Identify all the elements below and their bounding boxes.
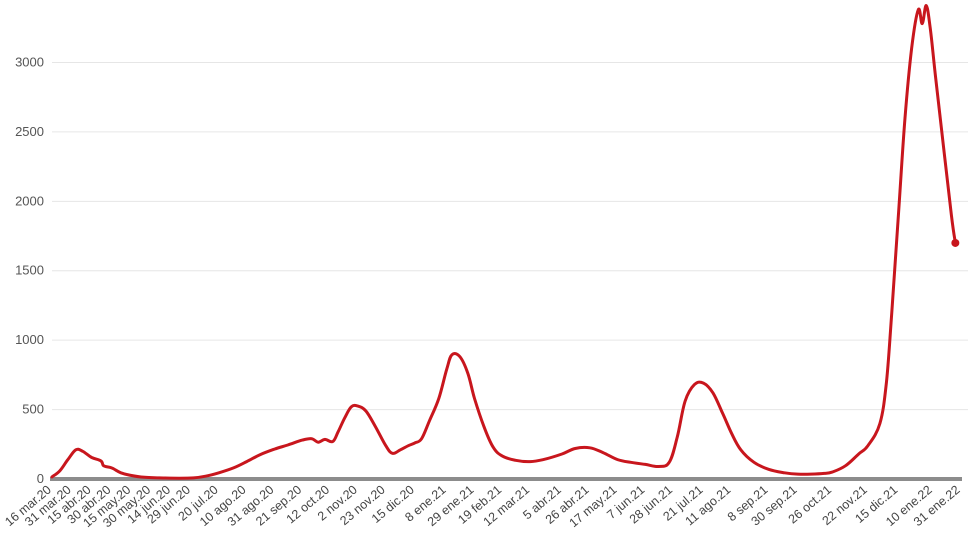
gridlines <box>52 61 968 411</box>
y-tick-label: 1000 <box>15 332 44 347</box>
y-tick-label: 2500 <box>15 124 44 139</box>
y-tick-label: 1500 <box>15 263 44 278</box>
y-tick-label: 2000 <box>15 193 44 208</box>
y-tick-label: 500 <box>22 402 44 417</box>
y-tick-label: 0 <box>37 471 44 486</box>
y-axis-tick-labels: 0 500 1000 1500 2000 2500 3000 <box>15 54 44 486</box>
y-tick-label: 3000 <box>15 54 44 69</box>
series-end-point <box>951 238 960 247</box>
series-line <box>50 4 957 480</box>
